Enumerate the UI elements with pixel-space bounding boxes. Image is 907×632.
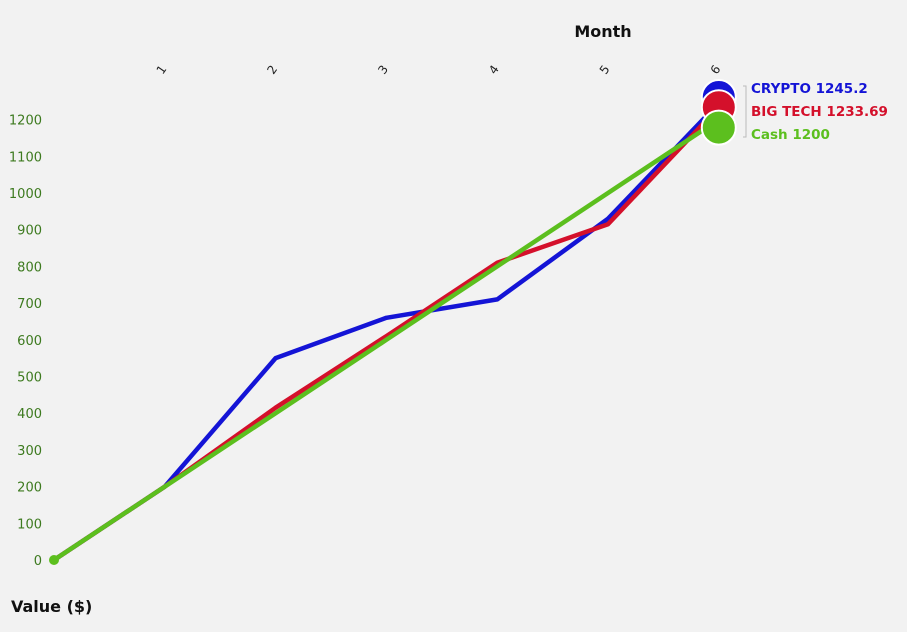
y-tick-label: 900 bbox=[17, 224, 42, 239]
y-tick-label: 0 bbox=[34, 554, 42, 569]
y-tick-label: 1100 bbox=[9, 150, 42, 165]
y-tick-label: 200 bbox=[17, 481, 42, 496]
y-tick-label: 100 bbox=[17, 517, 42, 532]
y-tick-label: 500 bbox=[17, 371, 42, 386]
series-lines bbox=[49, 100, 722, 565]
start-point bbox=[49, 555, 59, 565]
y-axis-title: Value ($) bbox=[11, 597, 92, 616]
y-tick-label: 600 bbox=[17, 334, 42, 349]
end-marker-cash bbox=[700, 109, 737, 146]
series-line-cash bbox=[51, 117, 722, 563]
y-axis-ticks: 0 100 200 300 400 500 600 700 800 900 1000 1100 1200 bbox=[9, 114, 42, 569]
y-tick-label: 800 bbox=[17, 260, 42, 275]
end-label-crypto: CRYPTO 1245.2 bbox=[751, 81, 868, 97]
end-label-big-tech: BIG TECH 1233.69 bbox=[751, 104, 888, 120]
y-tick-label: 400 bbox=[17, 407, 42, 422]
end-markers bbox=[700, 79, 737, 146]
y-tick-label: 1000 bbox=[9, 187, 42, 202]
y-tick-label: 300 bbox=[17, 444, 42, 459]
end-label-cash: Cash 1200 bbox=[751, 127, 830, 143]
y-tick-label: 1200 bbox=[9, 114, 42, 129]
end-label-bracket bbox=[743, 85, 747, 138]
end-labels: CRYPTO 1245.2 BIG TECH 1233.69 Cash 1200 bbox=[743, 81, 888, 143]
x-axis-title: Month bbox=[574, 22, 631, 41]
y-tick-label: 700 bbox=[17, 297, 42, 312]
